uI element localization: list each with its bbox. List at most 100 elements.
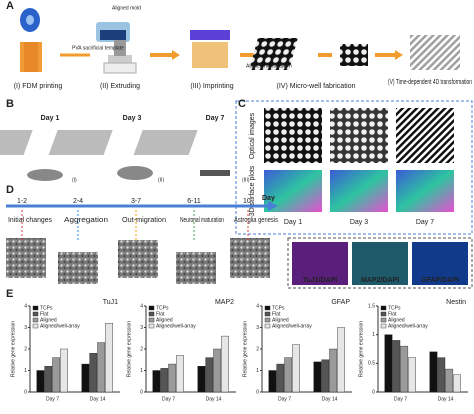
bar (160, 368, 169, 393)
day-label: Day 1 (41, 115, 60, 122)
day-label: Day 3 (350, 219, 368, 226)
y-tick-label: 0 (372, 389, 375, 395)
view-label: (I) (72, 177, 77, 183)
bar (321, 359, 330, 393)
legend-label: TCPs (272, 305, 285, 311)
x-tick-label: Day 14 (90, 396, 106, 402)
legend-label: TCPs (40, 305, 53, 311)
bar (400, 345, 409, 393)
panel-d-art (6, 201, 473, 289)
x-tick-label: Day 14 (438, 396, 454, 402)
y-axis-label: Relative gene expression (242, 321, 248, 377)
day-label: Day 3 (123, 115, 142, 122)
y-tick-label: 4 (140, 303, 143, 309)
legend-swatch (264, 305, 271, 311)
annotation: PVA sacrificial template (72, 45, 124, 51)
bar (81, 363, 90, 393)
y-tick-label: 0 (256, 389, 259, 395)
y-tick-label: 2 (256, 346, 259, 352)
row-label: 3D surface plots (249, 165, 256, 216)
bar (52, 357, 61, 393)
bar (168, 363, 177, 393)
stain-label: GFAP/DAPI (421, 277, 459, 284)
y-tick-label: 1 (256, 368, 259, 374)
chart-title: GFAP (331, 299, 350, 306)
legend-swatch (380, 317, 387, 323)
y-tick-label: 3 (140, 325, 143, 331)
bar (437, 357, 446, 393)
y-tick-label: 4 (256, 303, 259, 309)
bar (429, 351, 438, 393)
legend-label: Aligned/well-array (388, 323, 428, 329)
range-label: 3-7 (131, 198, 141, 205)
bar (329, 348, 338, 393)
bar (313, 361, 322, 393)
x-tick-label: Day 14 (322, 396, 338, 402)
y-tick-label: 0 (140, 389, 143, 395)
bar (105, 323, 113, 393)
range-label: 6-11 (187, 198, 201, 205)
bar (205, 357, 214, 393)
panel-a-art (20, 8, 460, 74)
step-caption: (II) Extruding (100, 83, 140, 90)
bar (60, 348, 68, 393)
bar (445, 368, 454, 393)
bar (221, 335, 229, 393)
y-tick-label: 1 (372, 332, 375, 338)
panel-label: B (6, 98, 14, 110)
legend-label: Flat (272, 311, 281, 317)
y-tick-label: 3 (24, 325, 27, 331)
legend-label: Aligned/well-array (272, 323, 312, 329)
y-tick-label: 1.5 (368, 303, 375, 309)
day-label: Day 7 (206, 115, 225, 122)
range-label: 10- (243, 198, 254, 205)
bar (408, 357, 416, 393)
panel-e: Relative gene expression TuJ1 0 1 2 3 4 Day 7 Da… (10, 299, 468, 402)
legend-swatch (380, 305, 387, 311)
range-label: 2-4 (73, 198, 83, 205)
annotation: Aligned micropattern (246, 63, 292, 69)
y-axis-label: Relative gene expression (10, 321, 16, 377)
legend-swatch (264, 323, 271, 329)
legend-swatch (32, 323, 39, 329)
y-tick-label: 3 (256, 325, 259, 331)
bar (284, 357, 293, 393)
stage-label: Initial changes (8, 217, 52, 224)
bar (36, 370, 45, 393)
legend-label: Flat (388, 311, 397, 317)
bar (152, 370, 161, 393)
bar (276, 363, 285, 393)
legend-label: Aligned/well-array (156, 323, 196, 329)
legend-label: Aligned (388, 317, 405, 323)
legend-swatch (32, 311, 39, 317)
legend-swatch (264, 311, 271, 317)
legend-swatch (148, 323, 155, 329)
stage-label: Astroglia genesis (234, 217, 278, 224)
y-tick-label: 1 (24, 368, 27, 374)
y-tick-label: 2 (24, 346, 27, 352)
y-axis-label: Relative gene expression (358, 321, 364, 377)
legend-swatch (148, 305, 155, 311)
y-tick-label: 0 (24, 389, 27, 395)
legend-label: TCPs (388, 305, 401, 311)
bar (384, 334, 393, 393)
y-tick-label: 1 (140, 368, 143, 374)
panel-label: D (6, 184, 14, 196)
legend-swatch (264, 317, 271, 323)
chart-title: Nestin (446, 299, 466, 306)
legend-swatch (32, 317, 39, 323)
legend-label: Aligned (40, 317, 57, 323)
bar (197, 366, 206, 393)
step-caption: (V) Time-dependent 4D transformation (388, 79, 472, 86)
day-label: Day 7 (416, 219, 434, 226)
legend-swatch (32, 305, 39, 311)
stage-label: Aggregation (64, 217, 108, 224)
stain-label: TuJ1/DAPI (303, 277, 338, 284)
bar (89, 353, 98, 393)
stage-label: Out-migration (122, 217, 166, 224)
bar (268, 370, 277, 393)
legend-label: TCPs (156, 305, 169, 311)
panel-label: E (6, 288, 13, 300)
